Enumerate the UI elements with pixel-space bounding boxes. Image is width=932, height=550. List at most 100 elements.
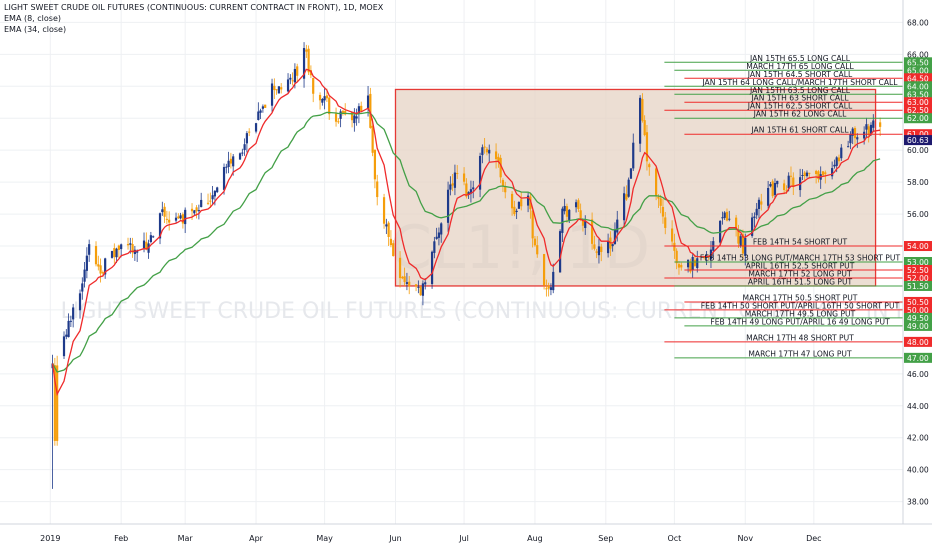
- candle-body[interactable]: [584, 221, 587, 229]
- candle-body[interactable]: [595, 251, 598, 253]
- candle-body[interactable]: [526, 195, 530, 206]
- candle-body[interactable]: [625, 194, 628, 200]
- candle-body[interactable]: [115, 248, 118, 258]
- candle-body[interactable]: [655, 168, 658, 197]
- candle-body[interactable]: [190, 208, 194, 212]
- candle-body[interactable]: [270, 83, 274, 106]
- candle-body[interactable]: [165, 218, 168, 220]
- candle-body[interactable]: [200, 199, 203, 208]
- candle-body[interactable]: [264, 104, 267, 108]
- candle-body[interactable]: [600, 246, 603, 252]
- candle-body[interactable]: [321, 99, 324, 103]
- candle-body[interactable]: [771, 181, 774, 197]
- candle-body[interactable]: [520, 199, 523, 207]
- candle-body[interactable]: [257, 111, 260, 120]
- candle-body[interactable]: [472, 187, 475, 190]
- candle-body[interactable]: [296, 66, 299, 76]
- candle-body[interactable]: [542, 254, 546, 286]
- candle-body[interactable]: [545, 288, 548, 290]
- ema-34-line[interactable]: [52, 111, 881, 373]
- candle-body[interactable]: [613, 229, 617, 244]
- candle-body[interactable]: [341, 110, 345, 113]
- candle-body[interactable]: [574, 202, 578, 208]
- candle-body[interactable]: [783, 183, 786, 191]
- candle-body[interactable]: [355, 116, 358, 119]
- candle-body[interactable]: [126, 243, 130, 246]
- candle-body[interactable]: [510, 193, 514, 209]
- candle-body[interactable]: [446, 189, 450, 223]
- candle-body[interactable]: [488, 149, 491, 154]
- candle-body[interactable]: [81, 283, 84, 292]
- price-axis-badge[interactable]: [904, 257, 932, 267]
- candle-body[interactable]: [193, 210, 196, 214]
- candle-body[interactable]: [110, 251, 114, 258]
- candle-body[interactable]: [863, 131, 866, 139]
- candle-body[interactable]: [629, 168, 633, 179]
- candle-body[interactable]: [869, 124, 873, 134]
- candle-body[interactable]: [865, 124, 868, 130]
- candle-body[interactable]: [757, 199, 761, 209]
- candle-body[interactable]: [517, 202, 521, 209]
- price-axis-badge[interactable]: [904, 73, 932, 84]
- candle-body[interactable]: [280, 87, 283, 90]
- candle-body[interactable]: [837, 157, 841, 162]
- candle-body[interactable]: [69, 320, 72, 322]
- candle-body[interactable]: [641, 99, 644, 121]
- candle-body[interactable]: [149, 235, 152, 242]
- candle-body[interactable]: [286, 79, 290, 92]
- candle-body[interactable]: [293, 68, 297, 83]
- candle-body[interactable]: [421, 283, 425, 296]
- candle-body[interactable]: [696, 258, 699, 268]
- candle-body[interactable]: [67, 320, 70, 338]
- candle-body[interactable]: [725, 211, 729, 221]
- candle-body[interactable]: [847, 146, 850, 148]
- candle-body[interactable]: [206, 202, 210, 204]
- candle-body[interactable]: [606, 240, 610, 254]
- candle-body[interactable]: [504, 186, 507, 193]
- candle-body[interactable]: [664, 217, 667, 228]
- candle-body[interactable]: [680, 264, 683, 268]
- candle-body[interactable]: [366, 95, 370, 109]
- candle-body[interactable]: [616, 219, 619, 233]
- price-axis-badge[interactable]: [904, 320, 932, 331]
- candle-body[interactable]: [440, 223, 443, 235]
- candle-body[interactable]: [705, 255, 708, 257]
- candle-body[interactable]: [99, 265, 102, 274]
- candle-body[interactable]: [168, 219, 171, 223]
- candle-body[interactable]: [456, 173, 459, 175]
- candle-body[interactable]: [232, 156, 235, 167]
- candle-body[interactable]: [579, 210, 582, 219]
- candle-body[interactable]: [835, 157, 838, 166]
- candle-body[interactable]: [723, 212, 726, 218]
- price-axis-badge[interactable]: [904, 304, 932, 315]
- price-axis-badge[interactable]: [904, 241, 932, 252]
- candle-body[interactable]: [414, 284, 418, 287]
- candle-body[interactable]: [590, 219, 594, 244]
- candle-body[interactable]: [174, 217, 178, 221]
- candle-body[interactable]: [703, 256, 706, 258]
- candle-body[interactable]: [611, 244, 614, 247]
- candle-body[interactable]: [721, 217, 724, 219]
- candle-body[interactable]: [131, 244, 134, 253]
- candle-body[interactable]: [773, 183, 777, 195]
- price-axis-badge[interactable]: [904, 97, 932, 108]
- candle-body[interactable]: [776, 180, 779, 185]
- candle-body[interactable]: [593, 244, 596, 249]
- candle-body[interactable]: [405, 282, 409, 284]
- candle-body[interactable]: [565, 206, 569, 217]
- candle-body[interactable]: [803, 172, 806, 177]
- candle-body[interactable]: [371, 125, 374, 153]
- candle-body[interactable]: [499, 157, 502, 178]
- candle-body[interactable]: [627, 179, 630, 197]
- candle-body[interactable]: [243, 144, 246, 151]
- candle-body[interactable]: [392, 243, 395, 257]
- candle-body[interactable]: [339, 111, 342, 119]
- candle-body[interactable]: [133, 249, 136, 255]
- candle-body[interactable]: [142, 240, 146, 249]
- candle-body[interactable]: [360, 105, 363, 112]
- price-axis-badge[interactable]: [904, 129, 932, 140]
- candle-body[interactable]: [805, 172, 809, 177]
- candle-body[interactable]: [72, 307, 75, 320]
- candle-body[interactable]: [469, 189, 473, 194]
- candle-body[interactable]: [312, 77, 315, 94]
